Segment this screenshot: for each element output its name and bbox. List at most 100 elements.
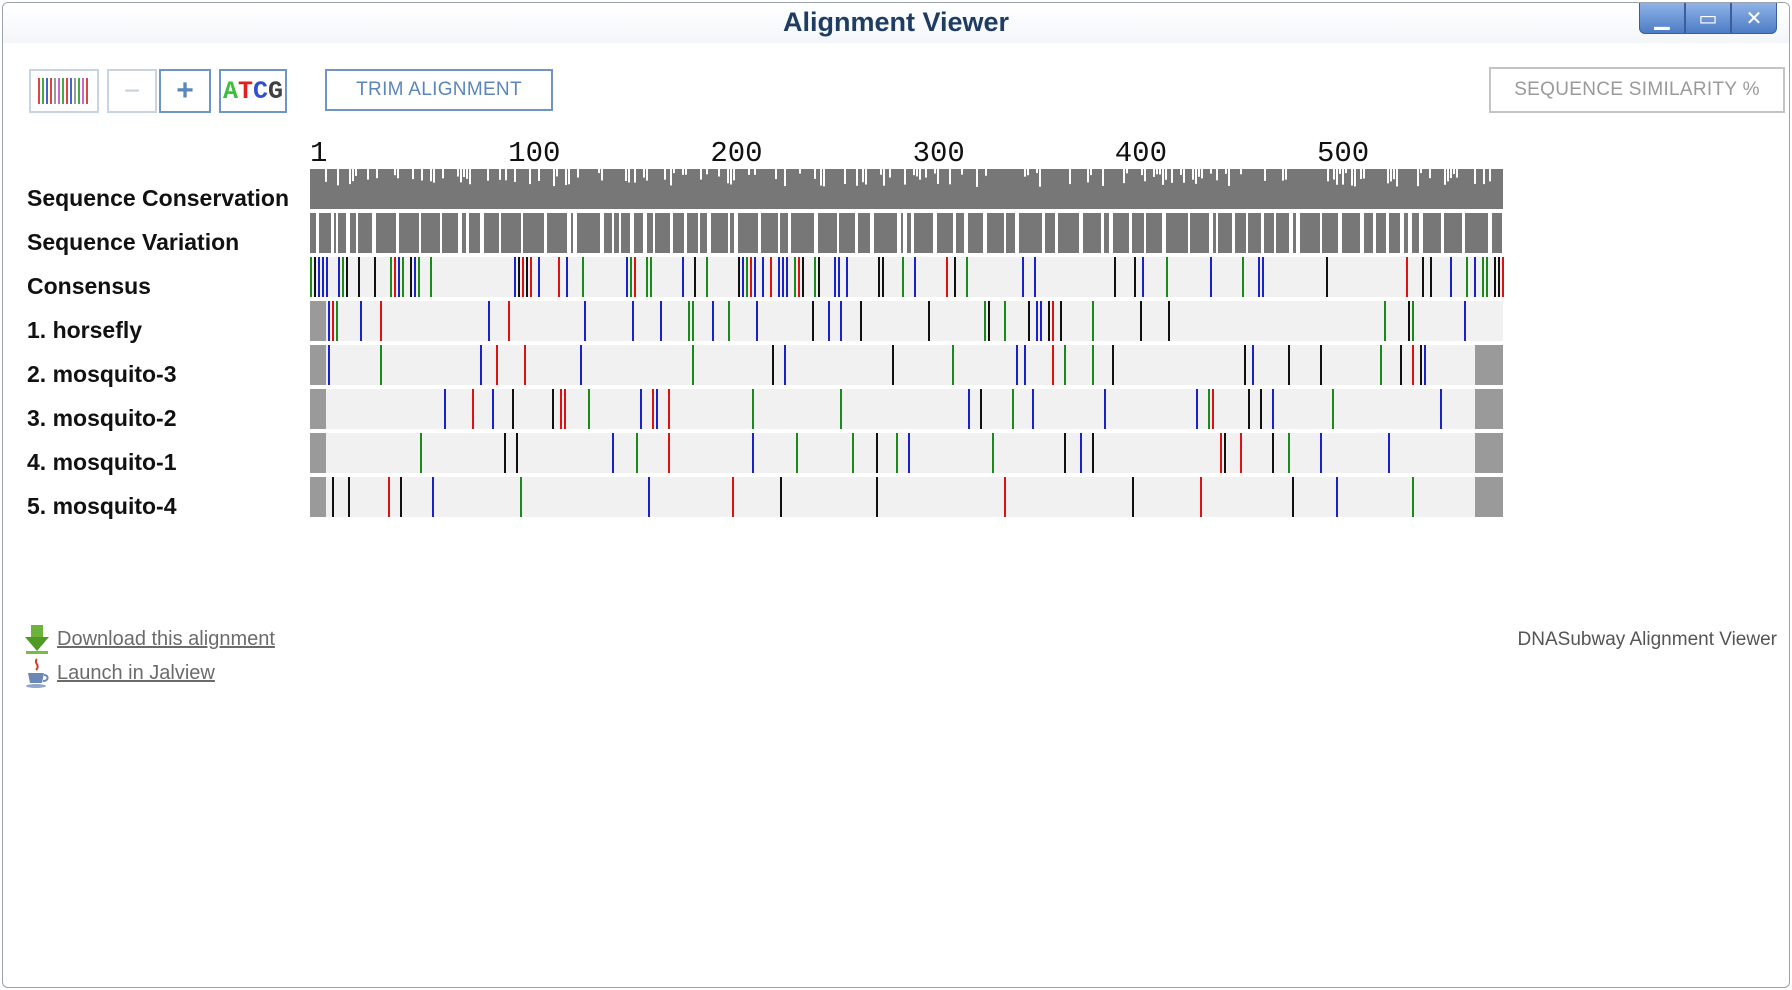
conservation-tick: [913, 169, 915, 176]
sequence-mark: [1200, 477, 1202, 517]
sequence-mark: [1212, 389, 1214, 429]
sequence-mark: [984, 301, 986, 341]
sequence-mark: [1332, 389, 1334, 429]
consensus-mark: [882, 257, 884, 297]
conservation-tick: [682, 169, 684, 175]
download-alignment-link[interactable]: Download this alignment: [57, 628, 275, 650]
consensus-mark: [1498, 257, 1500, 297]
zoom-in-button[interactable]: +: [159, 69, 211, 113]
consensus-mark: [650, 257, 652, 297]
sequence-mark: [668, 389, 670, 429]
variation-block: [1058, 213, 1079, 253]
conservation-tick: [565, 169, 567, 186]
sequence-mark: [1004, 301, 1006, 341]
variation-block: [1190, 213, 1209, 253]
variation-block: [1132, 213, 1144, 253]
variation-block: [700, 213, 707, 253]
ruler-tick-label: 300: [912, 137, 965, 170]
variation-block: [1404, 213, 1408, 253]
sequence-mark: [388, 477, 390, 517]
variation-block: [738, 213, 758, 253]
ruler-tick-label: 400: [1114, 137, 1167, 170]
consensus-mark: [786, 257, 788, 297]
consensus-mark: [558, 257, 560, 297]
conservation-tick: [412, 169, 414, 180]
sequence-mark: [1208, 389, 1210, 429]
consensus-mark: [794, 257, 796, 297]
zoom-out-button[interactable]: −: [107, 69, 157, 113]
alignment-graphic[interactable]: [308, 169, 1505, 529]
variation-block: [1113, 213, 1129, 253]
consensus-mark: [1114, 257, 1116, 297]
sequence-mark: [1016, 345, 1018, 385]
sequence-track: [310, 345, 1503, 385]
conservation-tick: [457, 169, 459, 177]
conservation-tick: [601, 169, 603, 181]
consensus-mark: [398, 257, 400, 297]
consensus-mark: [818, 257, 820, 297]
consensus-mark: [430, 257, 432, 297]
conservation-tick: [673, 169, 675, 174]
conservation-tick: [1069, 169, 1071, 185]
barcode-button[interactable]: [29, 69, 99, 113]
sequence-mark: [472, 389, 474, 429]
sequence-mark: [1036, 301, 1038, 341]
sequence-mark: [692, 345, 694, 385]
conservation-tick: [646, 169, 648, 181]
window-title: Alignment Viewer: [782, 7, 1010, 37]
consensus-mark: [322, 257, 324, 297]
variation-block: [914, 213, 933, 253]
sequence-mark: [1064, 433, 1066, 473]
conservation-tick: [577, 169, 579, 178]
sequence-mark: [784, 345, 786, 385]
sequence-mark: [1092, 301, 1094, 341]
maximize-button[interactable]: ▭: [1685, 3, 1731, 34]
minimize-button[interactable]: ▁: [1639, 3, 1685, 34]
sequence-mark: [828, 301, 830, 341]
sequence-mark: [1420, 345, 1422, 385]
sequence-mark: [1224, 433, 1226, 473]
sequence-mark: [1408, 301, 1410, 341]
launch-jalview-link[interactable]: Launch in Jalview: [57, 662, 215, 684]
conservation-tick: [1285, 169, 1287, 180]
sequence-track: [310, 433, 1503, 473]
conservation-tick: [706, 169, 708, 175]
variation-block: [334, 213, 336, 253]
trim-alignment-button[interactable]: TRIM ALIGNMENT: [325, 69, 553, 111]
conservation-tick: [784, 169, 786, 187]
consensus-mark: [394, 257, 396, 297]
sequence-mark: [812, 301, 814, 341]
sequence-mark: [444, 389, 446, 429]
consensus-mark: [1486, 257, 1488, 297]
sequence-mark: [1292, 477, 1294, 517]
sequence-similarity-button[interactable]: SEQUENCE SIMILARITY %: [1489, 67, 1785, 113]
conservation-tick: [1345, 169, 1347, 174]
conservation-tick: [466, 169, 468, 179]
consensus-mark: [582, 257, 584, 297]
conservation-tick: [799, 169, 801, 174]
conservation-tick: [568, 169, 570, 185]
sequence-mark: [1168, 301, 1170, 341]
variation-block: [399, 213, 419, 253]
conservation-tick: [1489, 169, 1491, 182]
ruler-tick-label: 100: [508, 137, 561, 170]
sequence-mark: [1288, 433, 1290, 473]
close-button[interactable]: ✕: [1731, 3, 1777, 34]
sequence-mark: [1048, 301, 1050, 341]
variation-block: [655, 213, 670, 253]
consensus-mark: [798, 257, 800, 297]
conservation-tick: [730, 169, 732, 185]
sequence-mark: [1320, 433, 1322, 473]
consensus-mark: [834, 257, 836, 297]
variation-block: [547, 213, 567, 253]
title-bar[interactable]: Alignment Viewer ▁ ▭ ✕: [3, 3, 1789, 43]
conservation-tick: [1342, 169, 1344, 185]
sequence-mark: [1032, 389, 1034, 429]
sequence-mark: [520, 477, 522, 517]
sequence-mark: [1012, 389, 1014, 429]
conservation-tick: [1102, 169, 1104, 186]
variation-block: [968, 213, 983, 253]
sequence-gap: [310, 433, 326, 473]
variation-block: [1264, 213, 1274, 253]
